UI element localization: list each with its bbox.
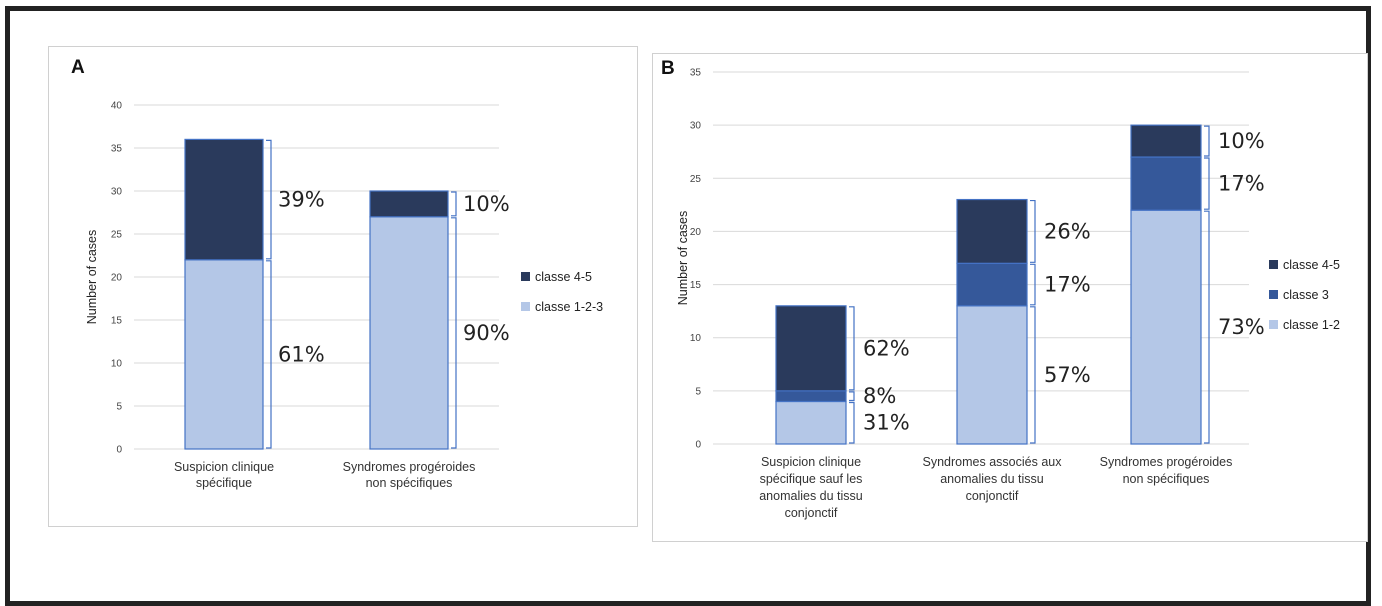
- data-label: 90%: [463, 321, 510, 345]
- data-label: 10%: [463, 192, 510, 216]
- data-label: 8%: [863, 384, 896, 408]
- y-tick-label: 25: [111, 230, 123, 241]
- bar-segment: [1130, 209, 1202, 445]
- segment-bracket: [1204, 210, 1210, 444]
- y-tick-label: 20: [690, 227, 702, 238]
- bar-segment: [956, 305, 1028, 445]
- segment-bracket: [1030, 263, 1036, 306]
- bar-segment: [1130, 156, 1202, 211]
- data-label: 57%: [1044, 363, 1091, 387]
- y-tick-label: 35: [690, 68, 702, 79]
- y-tick-label: 20: [111, 273, 123, 284]
- legend-swatch: [1269, 260, 1278, 269]
- x-category-label: conjonctif: [785, 506, 838, 520]
- bar-segment: [369, 190, 449, 218]
- x-category-label: anomalies du tissu: [940, 472, 1044, 486]
- y-tick-label: 25: [690, 174, 702, 185]
- data-label: 61%: [278, 342, 325, 366]
- y-tick-label: 0: [695, 440, 701, 451]
- x-category-label: Suspicion clinique: [174, 460, 274, 474]
- data-label: 39%: [278, 188, 325, 212]
- x-category-label: spécifique sauf les: [760, 472, 863, 486]
- data-label: 17%: [1218, 172, 1265, 196]
- x-category-label: Syndromes associés aux: [923, 455, 1063, 469]
- y-tick-label: 10: [111, 359, 123, 370]
- legend-label: classe 3: [1283, 288, 1329, 302]
- y-tick-label: 15: [111, 316, 123, 327]
- data-label: 17%: [1044, 273, 1091, 297]
- bar-segment: [775, 400, 847, 445]
- bar-segment: [184, 138, 264, 261]
- segment-bracket: [1204, 125, 1210, 157]
- y-tick-label: 35: [111, 144, 123, 155]
- x-category-label: spécifique: [196, 476, 252, 490]
- legend-label: classe 4-5: [535, 270, 592, 284]
- y-tick-label: 30: [111, 187, 123, 198]
- segment-bracket: [849, 401, 855, 444]
- legend-swatch: [521, 302, 530, 311]
- data-label: 73%: [1218, 315, 1265, 339]
- chart-b-svg: 0 5 10 15 20 25 30 35 Number of cases 31% 8% 62% Sus…: [676, 68, 1340, 521]
- segment-bracket: [1030, 306, 1036, 444]
- y-tick-label: 0: [116, 445, 122, 456]
- segment-bracket: [451, 191, 457, 217]
- chart-panel-a: A 0 5 10 15 20 25 30 35 40 Number of cases 61% 39% S…: [48, 46, 638, 527]
- y-tick-label: 10: [690, 333, 702, 344]
- y-tick-label: 30: [690, 121, 702, 132]
- y-axis-label: Number of cases: [85, 230, 99, 324]
- y-tick-label: 15: [690, 280, 702, 291]
- segment-bracket: [266, 139, 272, 260]
- legend-swatch: [521, 272, 530, 281]
- data-label: 62%: [863, 336, 910, 360]
- x-category-label: Syndromes progéroides: [343, 460, 476, 474]
- panel-label-b: B: [661, 58, 675, 79]
- data-label: 10%: [1218, 129, 1265, 153]
- segment-bracket: [1204, 157, 1210, 210]
- x-category-label: Suspicion clinique: [761, 455, 861, 469]
- x-category-label: conjonctif: [966, 489, 1019, 503]
- segment-bracket: [849, 391, 855, 402]
- segment-bracket: [1030, 199, 1036, 263]
- y-tick-label: 40: [111, 101, 123, 112]
- legend-label: classe 1-2: [1283, 318, 1340, 332]
- y-tick-label: 5: [116, 402, 122, 413]
- legend-label: classe 1-2-3: [535, 300, 603, 314]
- segment-bracket: [451, 217, 457, 449]
- data-label: 26%: [1044, 219, 1091, 243]
- bar-segment: [1130, 124, 1202, 158]
- legend-swatch: [1269, 320, 1278, 329]
- bar-segment: [775, 390, 847, 403]
- y-tick-label: 5: [695, 386, 701, 397]
- figure-frame: A 0 5 10 15 20 25 30 35 40 Number of cases 61% 39% S…: [5, 6, 1371, 606]
- chart-panel-b: B 0 5 10 15 20 25 30 35 Number of cases 31% 8% 62% S…: [652, 53, 1368, 542]
- y-axis-label: Number of cases: [676, 211, 690, 305]
- x-category-label: non spécifiques: [1123, 472, 1210, 486]
- panel-label-a: A: [71, 57, 85, 78]
- x-category-label: anomalies du tissu: [759, 489, 863, 503]
- data-label: 31%: [863, 411, 910, 435]
- bar-segment: [956, 262, 1028, 307]
- x-category-label: Syndromes progéroides: [1100, 455, 1233, 469]
- legend-swatch: [1269, 290, 1278, 299]
- legend-label: classe 4-5: [1283, 258, 1340, 272]
- segment-bracket: [266, 260, 272, 449]
- bar-segment: [775, 305, 847, 392]
- chart-a-svg: 0 5 10 15 20 25 30 35 40 Number of cases 61% 39% Sus…: [85, 101, 603, 491]
- bar-segment: [956, 198, 1028, 264]
- segment-bracket: [849, 306, 855, 391]
- x-category-label: non spécifiques: [366, 476, 453, 490]
- bar-segment: [369, 216, 449, 450]
- bar-segment: [184, 259, 264, 450]
